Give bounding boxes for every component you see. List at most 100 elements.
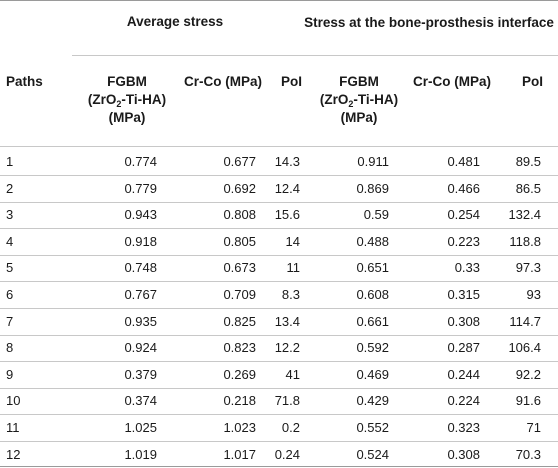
cell-int-fgbm: 0.429 bbox=[356, 393, 389, 409]
cell-avg-crco: 0.709 bbox=[223, 287, 256, 302]
cell-int-fgbm: 0.59 bbox=[363, 207, 389, 223]
column-header-paths: Paths bbox=[6, 74, 43, 89]
int-fgbm-line1: FGBM bbox=[339, 74, 379, 89]
cell-int-fgbm: 0.869 bbox=[356, 180, 389, 196]
row-divider bbox=[0, 201, 558, 203]
row-divider bbox=[0, 254, 558, 256]
cell-avg-poi: 71.8 bbox=[274, 393, 300, 409]
cell-path: 3 bbox=[6, 207, 14, 223]
cell-avg-fgbm: 0.767 bbox=[124, 287, 157, 302]
avg-fgbm-line2: (ZrO2-Ti-HA) bbox=[87, 92, 167, 109]
cell-int-crco: 0.481 bbox=[447, 154, 480, 169]
cell-avg-fgbm: 0.935 bbox=[124, 313, 157, 329]
cell-avg-poi: 11 bbox=[286, 260, 301, 276]
cell-avg-poi: 12.2 bbox=[274, 340, 300, 356]
cell-int-poi: 97.3 bbox=[515, 260, 541, 276]
cell-avg-crco: 0.805 bbox=[223, 233, 256, 249]
cell-int-crco: 0.315 bbox=[447, 287, 480, 302]
cell-avg-crco: 0.673 bbox=[223, 260, 256, 276]
group-rule-average bbox=[72, 55, 305, 56]
cell-path: 1 bbox=[6, 154, 14, 169]
cell-path: 4 bbox=[6, 233, 14, 249]
group-header-interface-stress: Stress at the bone-prosthesis interface bbox=[304, 15, 554, 30]
cell-path: 9 bbox=[6, 366, 14, 382]
row-divider bbox=[0, 361, 558, 363]
cell-int-fgbm: 0.488 bbox=[356, 233, 389, 249]
cell-int-fgbm: 0.524 bbox=[356, 446, 389, 462]
cell-avg-fgbm: 1.025 bbox=[124, 420, 157, 435]
cell-int-poi: 89.5 bbox=[515, 154, 541, 169]
cell-avg-crco: 0.692 bbox=[223, 180, 256, 196]
cell-path: 6 bbox=[6, 287, 14, 302]
cell-path: 8 bbox=[6, 340, 14, 356]
cell-int-fgbm: 0.661 bbox=[356, 313, 389, 329]
cell-int-crco: 0.223 bbox=[447, 233, 480, 249]
column-header-avg-fgbm: FGBM (ZrO2-Ti-HA) (MPa) bbox=[75, 73, 179, 127]
cell-int-fgbm: 0.608 bbox=[356, 287, 389, 302]
cell-int-crco: 0.308 bbox=[447, 446, 480, 462]
cell-path: 5 bbox=[6, 260, 14, 276]
cell-path: 2 bbox=[6, 180, 14, 196]
cell-avg-crco: 0.825 bbox=[223, 313, 256, 329]
cell-int-fgbm: 0.911 bbox=[357, 154, 389, 169]
cell-int-fgbm: 0.469 bbox=[356, 366, 389, 382]
cell-avg-poi: 0.2 bbox=[281, 420, 300, 435]
cell-avg-crco: 0.808 bbox=[223, 207, 256, 223]
cell-avg-fgbm: 0.924 bbox=[124, 340, 157, 356]
cell-int-poi: 132.4 bbox=[508, 207, 541, 223]
table-bottom-rule bbox=[0, 466, 558, 467]
int-fgbm-line2: (ZrO2-Ti-HA) bbox=[319, 92, 399, 109]
cell-int-fgbm: 0.552 bbox=[356, 420, 389, 435]
avg-fgbm-line3: (MPa) bbox=[108, 110, 146, 125]
column-header-avg-poi: PoI bbox=[280, 74, 302, 89]
column-header-int-poi: PoI bbox=[521, 74, 543, 89]
column-header-avg-crco: Cr-Co (MPa) bbox=[184, 74, 262, 89]
cell-path: 10 bbox=[6, 393, 21, 409]
cell-int-fgbm: 0.592 bbox=[356, 340, 389, 356]
cell-avg-poi: 14.3 bbox=[274, 154, 300, 169]
avg-fgbm-line1: FGBM bbox=[107, 74, 147, 89]
row-divider bbox=[0, 228, 558, 230]
cell-avg-fgbm: 1.019 bbox=[124, 446, 157, 462]
cell-avg-crco: 1.017 bbox=[223, 446, 256, 462]
cell-int-poi: 106.4 bbox=[508, 340, 541, 356]
group-header-average-stress: Average stress bbox=[126, 14, 224, 29]
cell-avg-fgbm: 0.374 bbox=[124, 393, 157, 409]
cell-int-crco: 0.323 bbox=[447, 420, 480, 435]
cell-avg-poi: 12.4 bbox=[274, 180, 300, 196]
cell-int-fgbm: 0.651 bbox=[356, 260, 389, 276]
table-top-rule bbox=[0, 0, 558, 1]
cell-int-crco: 0.466 bbox=[447, 180, 480, 196]
row-divider bbox=[0, 308, 558, 309]
header-bottom-rule bbox=[0, 146, 558, 147]
cell-int-poi: 71 bbox=[526, 420, 541, 435]
cell-avg-crco: 1.023 bbox=[223, 420, 256, 435]
row-divider bbox=[0, 441, 558, 442]
cell-avg-fgbm: 0.774 bbox=[124, 154, 157, 169]
group-rule-interface bbox=[305, 55, 558, 56]
cell-int-poi: 114.7 bbox=[509, 313, 541, 329]
column-header-int-fgbm: FGBM (ZrO2-Ti-HA) (MPa) bbox=[307, 73, 411, 127]
cell-int-poi: 86.5 bbox=[515, 180, 541, 196]
cell-path: 12 bbox=[6, 446, 21, 462]
row-divider bbox=[0, 334, 558, 336]
cell-int-poi: 93 bbox=[526, 287, 541, 302]
cell-int-crco: 0.33 bbox=[454, 260, 480, 276]
cell-avg-crco: 0.269 bbox=[223, 366, 256, 382]
cell-avg-fgbm: 0.779 bbox=[124, 180, 157, 196]
row-divider bbox=[0, 387, 558, 389]
cell-int-poi: 91.6 bbox=[515, 393, 541, 409]
cell-int-crco: 0.224 bbox=[447, 393, 480, 409]
cell-avg-crco: 0.218 bbox=[223, 393, 256, 409]
cell-int-poi: 70.3 bbox=[515, 446, 541, 462]
cell-avg-fgbm: 0.379 bbox=[124, 366, 157, 382]
cell-avg-crco: 0.677 bbox=[223, 154, 256, 169]
cell-avg-poi: 41 bbox=[285, 366, 300, 382]
cell-int-crco: 0.308 bbox=[447, 313, 480, 329]
row-divider bbox=[0, 281, 558, 283]
cell-int-crco: 0.287 bbox=[447, 340, 480, 356]
row-divider bbox=[0, 414, 558, 416]
cell-avg-fgbm: 0.748 bbox=[124, 260, 157, 276]
cell-avg-fgbm: 0.918 bbox=[124, 233, 157, 249]
